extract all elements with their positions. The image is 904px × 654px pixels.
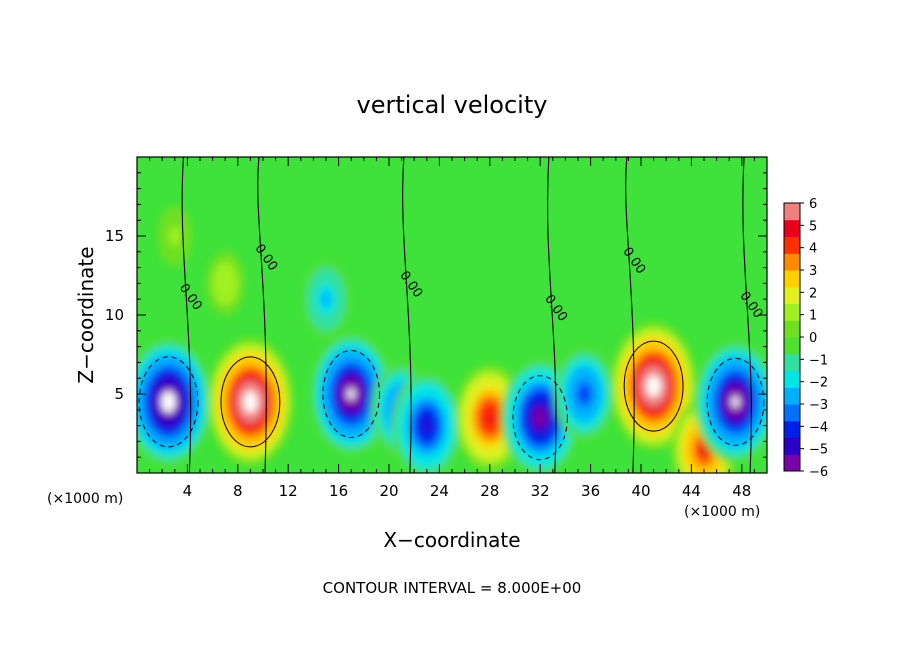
colorbar-tick-label: −5 (809, 443, 828, 458)
colorbar-tick-label: −6 (809, 465, 828, 480)
x-tick-label: 8 (233, 482, 243, 500)
x-tick-label: 32 (531, 482, 550, 500)
colorbar-tick-label: −1 (809, 353, 828, 368)
contour-line (512, 375, 568, 461)
colorbar-swatch (784, 203, 800, 221)
zero-contours (138, 157, 765, 473)
contour-interval-footer: CONTOUR INTERVAL = 8.000E+00 (323, 579, 582, 597)
velocity-cell-band (422, 419, 431, 432)
y-tick-label: 5 (114, 385, 124, 403)
zero-contour-line (181, 157, 192, 473)
velocity-cell-band (649, 380, 658, 392)
colorbar: 6 5 4 3 2 1 0 −1 −2 −3 −4 −5 −6 (783, 197, 828, 480)
colorbar-swatch (784, 286, 800, 304)
colorbar-tick-label: 2 (809, 286, 817, 301)
x-unit-left: (×1000 m) (47, 491, 123, 507)
colorbar-swatch (784, 236, 800, 254)
contour-line (322, 350, 381, 438)
velocity-cell-band (321, 291, 331, 308)
colorbar-swatch (784, 387, 800, 405)
colorbar-swatch (784, 303, 800, 321)
velocity-cell-band (169, 225, 181, 247)
colorbar-swatch (784, 253, 800, 271)
velocity-cell (694, 340, 767, 464)
colorbar-tick-label: 3 (809, 264, 817, 279)
velocity-cell-band (485, 411, 494, 424)
x-unit-right: (×1000 m) (684, 504, 760, 520)
contour-line (623, 340, 684, 432)
chart-title: vertical velocity (357, 91, 548, 119)
x-axis: 4 8 12 16 20 24 28 32 36 40 44 48 (149, 157, 755, 500)
x-tick-label: 12 (279, 482, 298, 500)
colorbar-tick-label: −3 (809, 398, 828, 413)
colorbar-swatch (784, 454, 800, 472)
colorbar-swatch (784, 370, 800, 388)
y-tick-label: 10 (105, 306, 124, 324)
colorbar-swatch (784, 404, 800, 422)
zero-contour-line (625, 157, 635, 473)
velocity-cell-band (347, 388, 355, 400)
y-axis: 5 10 15 (105, 172, 767, 458)
colorbar-swatch (784, 320, 800, 338)
colorbar-tick-label: 1 (809, 309, 817, 324)
x-tick-label: 20 (379, 482, 398, 500)
velocity-cell (206, 250, 245, 316)
x-tick-label: 4 (183, 482, 193, 500)
y-tick-label: 15 (105, 227, 124, 245)
colorbar-tick-label: 5 (809, 219, 817, 234)
y-axis-label: Z−coordinate (74, 246, 98, 383)
velocity-cell (553, 346, 616, 442)
plot-area (137, 157, 767, 473)
velocity-cell (157, 205, 193, 267)
contour-line (220, 356, 281, 448)
zero-contour-line (547, 157, 557, 473)
zero-contour-line (402, 157, 412, 473)
zero-contour-line (257, 157, 267, 473)
colorbar-tick-label: 0 (809, 331, 817, 346)
x-tick-label: 36 (581, 482, 600, 500)
velocity-cell-band (536, 412, 544, 424)
x-tick-label: 48 (732, 482, 751, 500)
zero-contour-line (742, 157, 752, 473)
x-tick-label: 24 (430, 482, 449, 500)
colorbar-swatch (784, 437, 800, 455)
velocity-field (137, 205, 767, 473)
velocity-cell-band (579, 387, 589, 401)
contour-line (138, 356, 199, 448)
x-axis-label: X−coordinate (383, 528, 520, 552)
x-tick-label: 28 (480, 482, 499, 500)
velocity-cell (610, 321, 697, 451)
colorbar-tick-label: −4 (809, 420, 828, 435)
colorbar-swatch (784, 353, 800, 371)
velocity-cell (301, 259, 351, 339)
velocity-cell (309, 332, 393, 456)
velocity-cell-band (699, 442, 709, 456)
x-tick-label: 44 (682, 482, 701, 500)
colorbar-swatch (784, 337, 800, 355)
colorbar-tick-label: 4 (809, 242, 817, 257)
colorbar-tick-label: −2 (809, 376, 828, 391)
velocity-cell (391, 372, 462, 473)
colorbar-swatch (784, 270, 800, 288)
colorbar-swatch (784, 420, 800, 438)
x-tick-label: 16 (329, 482, 348, 500)
velocity-cell (207, 337, 294, 467)
contour-line (706, 357, 765, 446)
velocity-cell-band (218, 272, 232, 295)
velocity-cell-band (246, 396, 255, 408)
colorbar-tick-label: 6 (809, 197, 817, 212)
x-tick-label: 40 (631, 482, 650, 500)
velocity-cell-band (731, 396, 740, 408)
colorbar-swatch (784, 219, 800, 237)
velocity-cell-band (164, 396, 173, 408)
